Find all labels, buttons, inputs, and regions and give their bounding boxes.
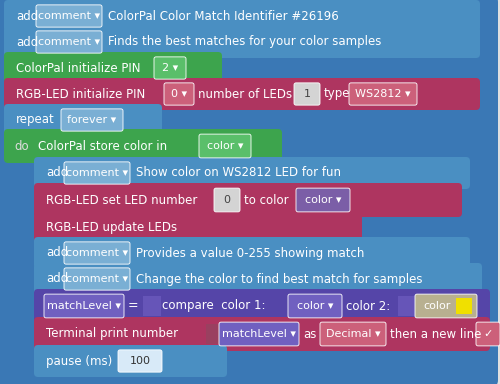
FancyBboxPatch shape (4, 26, 480, 58)
Text: Show color on WS2812 LED for fun: Show color on WS2812 LED for fun (136, 167, 341, 179)
Text: color: color (423, 301, 450, 311)
Text: ColorPal store color in: ColorPal store color in (38, 139, 167, 152)
Text: Finds the best matches for your color samples: Finds the best matches for your color sa… (108, 35, 382, 48)
FancyBboxPatch shape (34, 211, 362, 243)
FancyBboxPatch shape (118, 350, 162, 372)
Text: Terminal print number: Terminal print number (46, 328, 178, 341)
Text: pause (ms): pause (ms) (46, 354, 112, 367)
Text: ✓: ✓ (484, 329, 492, 339)
Text: then a new line: then a new line (390, 328, 482, 341)
Text: 0 ▾: 0 ▾ (171, 89, 187, 99)
Text: add: add (46, 273, 68, 285)
FancyBboxPatch shape (214, 188, 240, 212)
Text: comment ▾: comment ▾ (66, 274, 128, 284)
Text: Provides a value 0-255 showing match: Provides a value 0-255 showing match (136, 247, 364, 260)
FancyBboxPatch shape (36, 31, 102, 53)
Text: forever ▾: forever ▾ (68, 115, 116, 125)
FancyBboxPatch shape (294, 83, 320, 105)
FancyBboxPatch shape (288, 294, 342, 318)
FancyBboxPatch shape (34, 157, 470, 189)
Bar (456, 298, 472, 314)
Bar (143, 296, 161, 316)
Text: type: type (324, 88, 350, 101)
Text: WS2812 ▾: WS2812 ▾ (355, 89, 411, 99)
Text: 100: 100 (130, 356, 150, 366)
FancyBboxPatch shape (199, 134, 251, 158)
Text: ColorPal initialize PIN: ColorPal initialize PIN (16, 61, 140, 74)
Text: 2 ▾: 2 ▾ (162, 63, 178, 73)
FancyBboxPatch shape (4, 52, 222, 84)
Bar (206, 324, 220, 344)
Text: color ▾: color ▾ (297, 301, 333, 311)
FancyBboxPatch shape (34, 263, 482, 295)
FancyBboxPatch shape (296, 188, 350, 212)
FancyBboxPatch shape (164, 83, 194, 105)
FancyBboxPatch shape (415, 294, 477, 318)
Text: comment ▾: comment ▾ (38, 11, 100, 21)
Text: RGB-LED update LEDs: RGB-LED update LEDs (46, 220, 177, 233)
Text: as: as (303, 328, 316, 341)
FancyBboxPatch shape (34, 317, 490, 351)
FancyBboxPatch shape (64, 268, 130, 290)
FancyBboxPatch shape (320, 322, 386, 346)
FancyBboxPatch shape (61, 109, 123, 131)
Text: number of LEDs: number of LEDs (198, 88, 292, 101)
Text: repeat: repeat (16, 114, 55, 126)
Text: comment ▾: comment ▾ (66, 248, 128, 258)
Text: compare  color 1:: compare color 1: (162, 300, 266, 313)
FancyBboxPatch shape (4, 78, 480, 110)
FancyBboxPatch shape (34, 289, 490, 323)
Bar (398, 296, 416, 316)
Text: matchLevel ▾: matchLevel ▾ (47, 301, 121, 311)
Text: comment ▾: comment ▾ (38, 37, 100, 47)
Text: color ▾: color ▾ (207, 141, 243, 151)
Text: 1: 1 (304, 89, 310, 99)
FancyBboxPatch shape (64, 162, 130, 184)
Text: Change the color to find best match for samples: Change the color to find best match for … (136, 273, 422, 285)
Text: add: add (46, 247, 68, 260)
FancyBboxPatch shape (34, 345, 227, 377)
Text: RGB-LED initialize PIN: RGB-LED initialize PIN (16, 88, 145, 101)
FancyBboxPatch shape (36, 5, 102, 27)
Text: add: add (16, 35, 38, 48)
FancyBboxPatch shape (4, 129, 282, 163)
FancyBboxPatch shape (34, 237, 470, 269)
Text: comment ▾: comment ▾ (66, 168, 128, 178)
Text: 0: 0 (224, 195, 230, 205)
Text: to color: to color (244, 194, 288, 207)
FancyBboxPatch shape (34, 183, 462, 217)
Text: matchLevel ▾: matchLevel ▾ (222, 329, 296, 339)
Text: color ▾: color ▾ (305, 195, 341, 205)
Text: add: add (46, 167, 68, 179)
FancyBboxPatch shape (219, 322, 299, 346)
FancyBboxPatch shape (44, 294, 124, 318)
Text: Decimal ▾: Decimal ▾ (326, 329, 380, 339)
FancyBboxPatch shape (4, 104, 162, 136)
FancyBboxPatch shape (476, 322, 500, 346)
FancyBboxPatch shape (349, 83, 417, 105)
Text: color 2:: color 2: (346, 300, 390, 313)
Text: =: = (128, 300, 138, 313)
FancyBboxPatch shape (154, 57, 186, 79)
FancyBboxPatch shape (4, 0, 480, 32)
Text: ColorPal Color Match Identifier #26196: ColorPal Color Match Identifier #26196 (108, 10, 339, 23)
Text: RGB-LED set LED number: RGB-LED set LED number (46, 194, 198, 207)
FancyBboxPatch shape (64, 242, 130, 264)
Text: do: do (14, 139, 28, 152)
Text: add: add (16, 10, 38, 23)
